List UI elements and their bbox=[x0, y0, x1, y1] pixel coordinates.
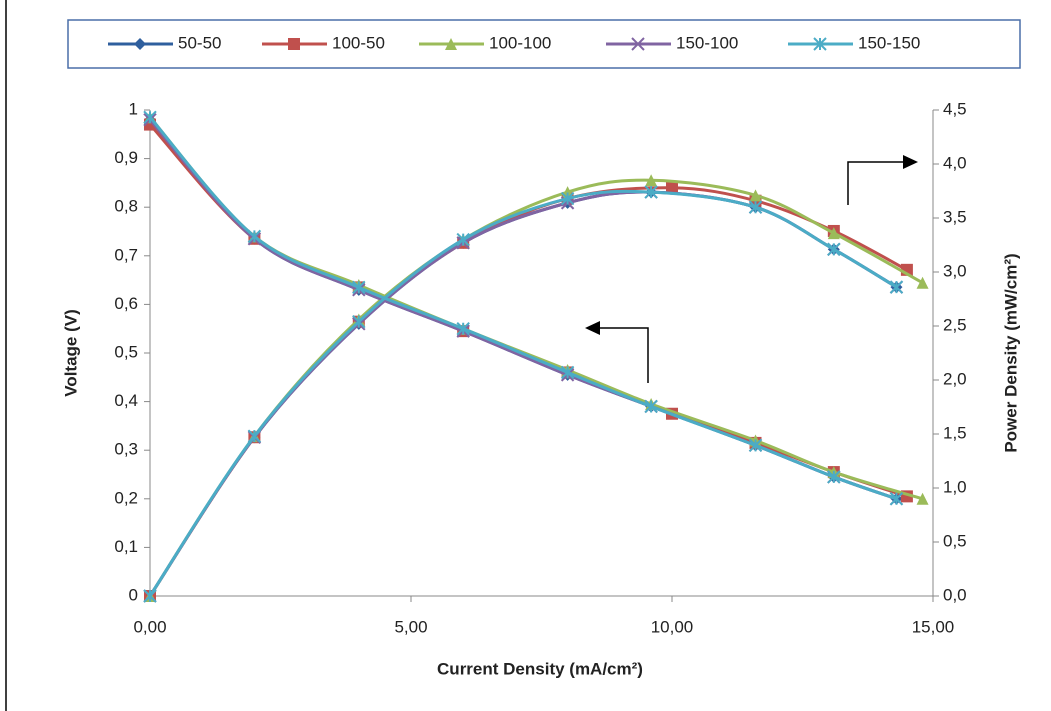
y-tick-label: 0,4 bbox=[114, 391, 138, 410]
y2-tick-label: 3,5 bbox=[943, 207, 967, 226]
x-tick-label: 5,00 bbox=[394, 617, 427, 636]
y-tick-label: 0,2 bbox=[114, 488, 138, 507]
y2-tick-label: 1,0 bbox=[943, 477, 967, 496]
marker bbox=[144, 111, 156, 123]
y-tick-label: 0,1 bbox=[114, 537, 138, 556]
legend-label: 50-50 bbox=[178, 33, 221, 52]
y-tick-label: 0,3 bbox=[114, 440, 138, 459]
y2-tick-label: 4,5 bbox=[943, 99, 967, 118]
power-line bbox=[150, 188, 907, 596]
y-tick-label: 0,7 bbox=[114, 245, 138, 264]
y-tick-label: 0,8 bbox=[114, 197, 138, 216]
voltage-line bbox=[150, 117, 923, 499]
legend-label: 100-50 bbox=[332, 33, 385, 52]
y-axis-title: Voltage (V) bbox=[61, 309, 80, 397]
x-tick-label: 15,00 bbox=[912, 617, 955, 636]
power-line bbox=[150, 191, 896, 596]
y2-tick-label: 2,5 bbox=[943, 315, 967, 334]
x-axis-title: Current Density (mA/cm²) bbox=[437, 659, 643, 678]
y2-axis-title: Power Density (mW/cm²) bbox=[1001, 253, 1020, 452]
voltage-line bbox=[150, 117, 896, 499]
y-tick-label: 1 bbox=[129, 99, 138, 118]
y2-tick-label: 0,0 bbox=[943, 585, 967, 604]
y2-tick-label: 1,5 bbox=[943, 423, 967, 442]
y-tick-label: 0 bbox=[129, 585, 138, 604]
y2-tick-label: 2,0 bbox=[943, 369, 967, 388]
power-line bbox=[150, 192, 896, 596]
power-line bbox=[150, 180, 923, 596]
legend-label: 150-150 bbox=[858, 33, 920, 52]
chart: Current Density (mA/cm²) Voltage (V) Pow… bbox=[0, 0, 1051, 711]
voltage-line bbox=[150, 125, 907, 497]
y-tick-label: 0,6 bbox=[114, 294, 138, 313]
voltage-line bbox=[150, 120, 896, 499]
legend-label: 100-100 bbox=[489, 33, 551, 52]
marker bbox=[917, 277, 929, 289]
power-line bbox=[150, 192, 896, 596]
voltage-line bbox=[150, 120, 896, 499]
legend-label: 150-100 bbox=[676, 33, 738, 52]
y2-tick-label: 4,0 bbox=[943, 153, 967, 172]
y-tick-label: 0,9 bbox=[114, 148, 138, 167]
y2-tick-label: 0,5 bbox=[943, 531, 967, 550]
x-tick-label: 10,00 bbox=[651, 617, 694, 636]
legend-marker bbox=[288, 38, 300, 50]
y2-tick-label: 3,0 bbox=[943, 261, 967, 280]
x-tick-label: 0,00 bbox=[133, 617, 166, 636]
y-tick-label: 0,5 bbox=[114, 342, 138, 361]
